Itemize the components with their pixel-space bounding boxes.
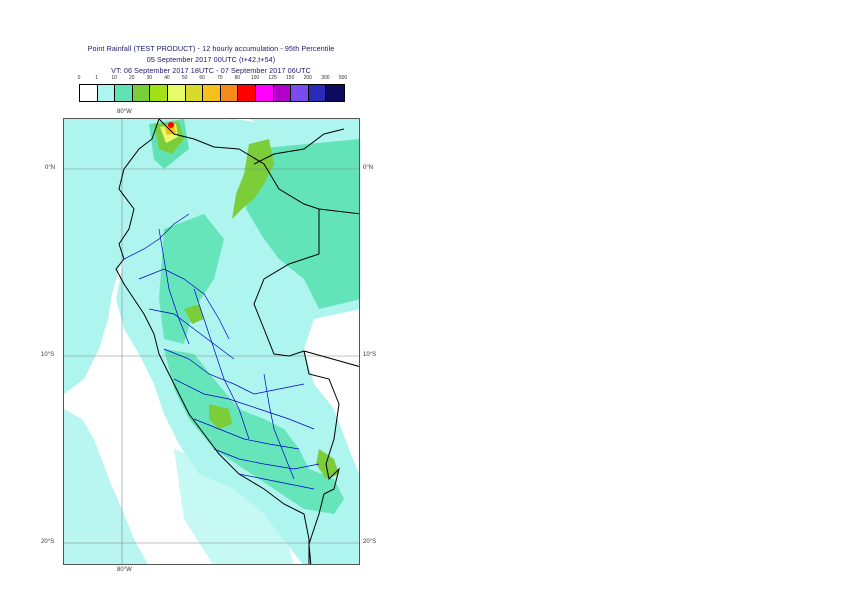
legend-tick-label: 70	[217, 75, 223, 81]
legend-tick-label: 125	[268, 75, 277, 81]
legend-swatch	[273, 85, 292, 101]
lat-label-left-0: 0°N	[45, 165, 56, 171]
legend-swatch	[80, 85, 98, 101]
legend-swatch	[150, 85, 168, 101]
lat-label-right-1: 10°S	[363, 352, 377, 358]
legend-tick-label: 40	[164, 75, 170, 81]
legend-swatch	[308, 85, 327, 101]
legend-swatch	[203, 85, 221, 101]
legend-swatch	[115, 85, 133, 101]
legend-tick-label: 150	[286, 75, 295, 81]
lat-label-right-0: 0°N	[363, 165, 374, 171]
title-line-3: VT: 06 September 2017 18UTC - 07 Septemb…	[111, 66, 311, 75]
legend-tick-label: 60	[199, 75, 205, 81]
legend-swatch	[185, 85, 204, 101]
legend-swatch	[238, 85, 256, 101]
lat-label-right-2: 20°S	[363, 539, 377, 545]
legend-swatch	[326, 85, 344, 101]
title-line-1: Point Rainfall (TEST PRODUCT) - 12 hourl…	[87, 44, 335, 53]
legend-tick-label: 0	[77, 75, 81, 81]
color-legend	[79, 84, 345, 102]
legend-swatch	[291, 85, 309, 101]
map-svg	[64, 119, 359, 564]
legend-tick-label: 100	[250, 75, 260, 81]
legend-tick-label: 50	[181, 75, 188, 81]
legend-swatch	[132, 85, 151, 101]
title-line-2: 05 September 2017 00UTC (t+42,t+54)	[146, 55, 276, 64]
lat-label-left-2: 20°S	[41, 539, 55, 545]
legend-tick-label: 20	[129, 75, 135, 81]
legend-tick-label: 200	[303, 75, 312, 81]
legend-tick-label: 30	[146, 75, 153, 81]
legend-tick-label: 300	[321, 75, 330, 81]
legend-tick-label: 500	[338, 75, 348, 81]
legend-tick-label: 1	[95, 75, 98, 81]
coastline-borders	[115, 119, 359, 564]
lon-label-bottom: 80°W	[117, 567, 132, 573]
admin-boundaries	[123, 213, 320, 490]
legend-swatch	[97, 85, 116, 101]
legend-swatch	[255, 85, 274, 101]
rainfall-red-patches	[168, 122, 174, 128]
legend-swatch	[220, 85, 239, 101]
legend-tick-label: 80	[234, 75, 241, 81]
legend-swatch	[167, 85, 186, 101]
rainfall-map	[63, 118, 360, 565]
lon-label-top: 80°W	[117, 109, 132, 115]
graticule	[64, 119, 359, 564]
lat-label-left-1: 10°S	[41, 352, 55, 358]
legend-tick-label: 10	[111, 75, 117, 81]
